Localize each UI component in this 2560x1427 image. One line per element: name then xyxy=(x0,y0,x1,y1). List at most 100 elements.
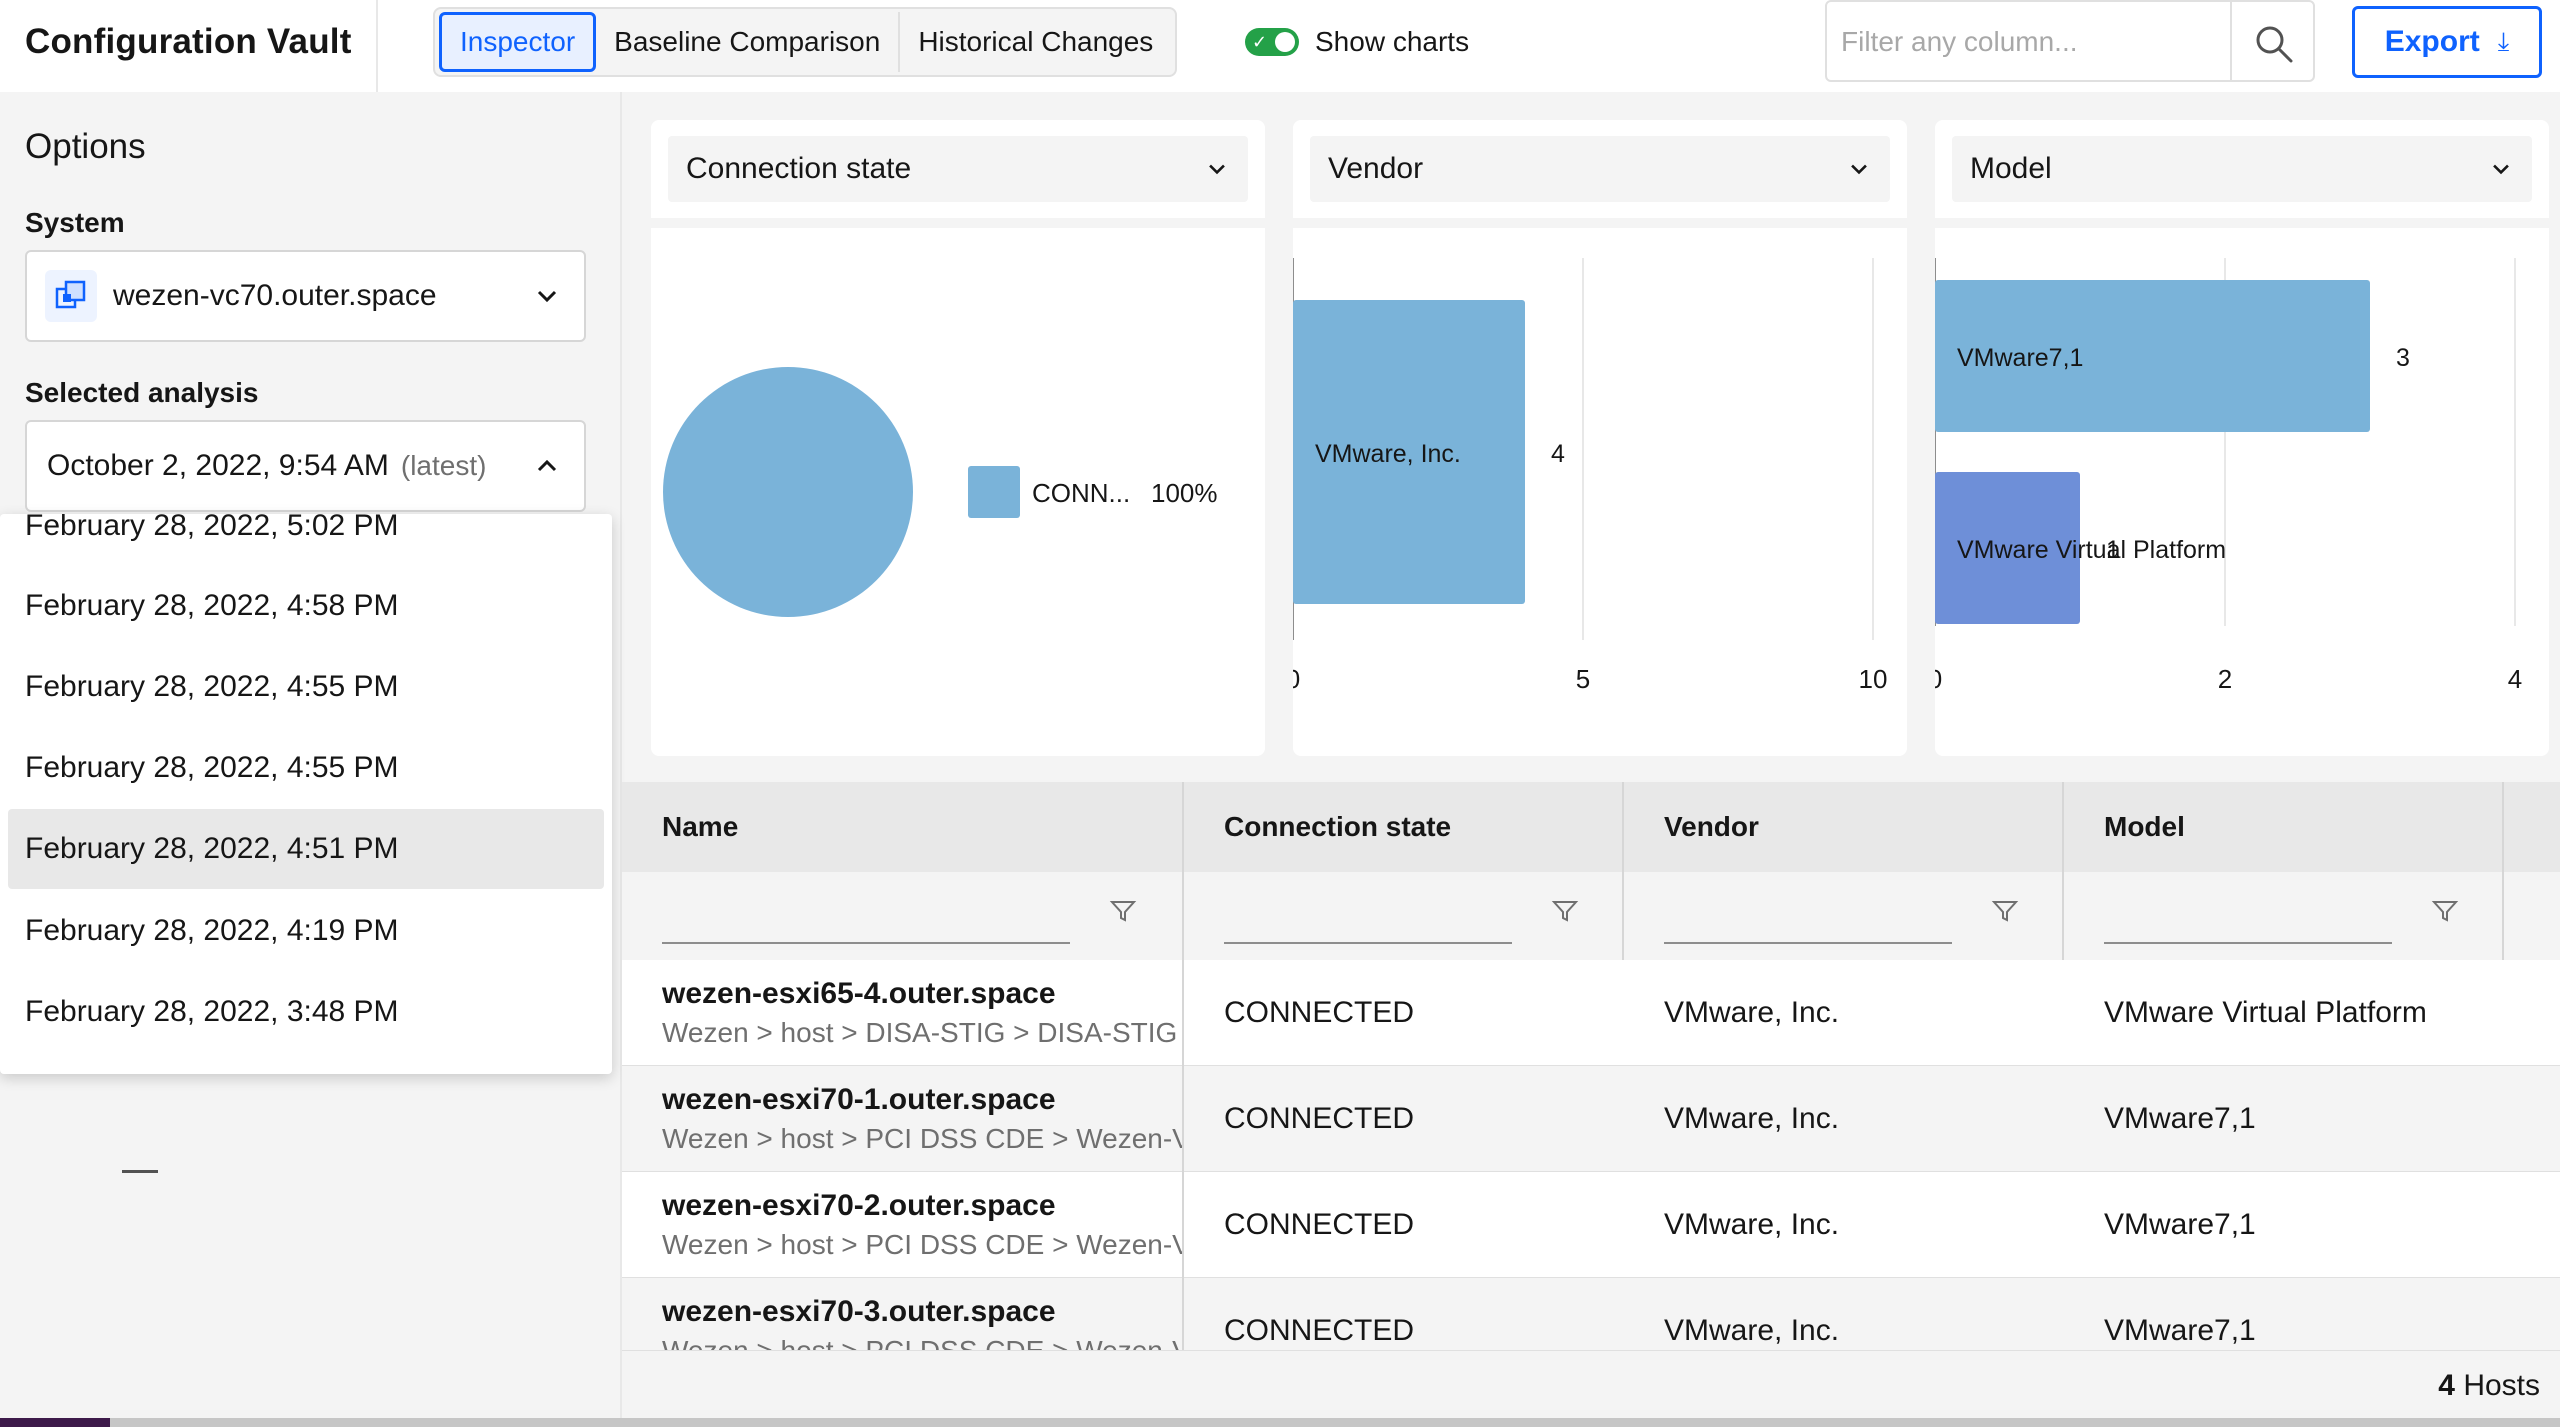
legend-value: 100% xyxy=(1151,478,1218,508)
analysis-select[interactable]: October 2, 2022, 9:54 AM (latest) xyxy=(25,420,586,512)
system-value: wezen-vc70.outer.space xyxy=(113,279,437,312)
chevron-down-icon xyxy=(537,290,557,303)
vendor-filter-cell[interactable] xyxy=(1624,872,2064,960)
table-row[interactable]: wezen-esxi65-4.outer.space Wezen > host … xyxy=(622,960,2560,1066)
tab-historical-changes[interactable]: Historical Changes xyxy=(918,26,1154,57)
analysis-value: October 2, 2022, 9:54 AM xyxy=(47,449,389,482)
analysis-option[interactable]: February 28, 2022, 4:19 PM xyxy=(25,914,399,947)
app-title: Configuration Vault xyxy=(25,22,352,61)
hosts-table: Name Connection state Vendor Model wezen… xyxy=(622,782,2560,1427)
filter-icon[interactable] xyxy=(2430,896,2460,926)
pie-slice xyxy=(663,367,913,617)
x-tick-label: 4 xyxy=(2508,664,2522,694)
column-header-name[interactable]: Name xyxy=(622,782,1184,872)
column-header-connection-state[interactable]: Connection state xyxy=(1184,782,1624,872)
app-header: Configuration Vault Inspector Baseline C… xyxy=(0,0,2560,92)
bar-value-label: 1 xyxy=(2106,536,2120,564)
x-tick-label: 0 xyxy=(1935,664,1942,694)
chevron-down-icon xyxy=(1209,164,1225,175)
bar-value-label: 4 xyxy=(1551,440,1565,468)
bar-category-label: VMware7,1 xyxy=(1957,344,2083,372)
host-name[interactable]: wezen-esxi70-3.outer.space xyxy=(662,1295,1056,1328)
analysis-option[interactable]: February 28, 2022, 5:02 PM xyxy=(25,514,399,542)
analysis-dropdown-menu: February 28, 2022, 5:02 PM February 28, … xyxy=(0,514,612,1074)
analysis-option[interactable]: February 28, 2022, 3:48 PM xyxy=(25,995,399,1028)
analysis-option-highlighted[interactable]: February 28, 2022, 4:51 PM xyxy=(8,809,604,889)
x-tick-label: 5 xyxy=(1576,664,1590,694)
host-name[interactable]: wezen-esxi70-1.outer.space xyxy=(662,1083,1056,1116)
table-header: Name Connection state Vendor Model xyxy=(622,782,2560,872)
host-path: Wezen > host > DISA-STIG > DISA-STIG xyxy=(662,1017,1178,1048)
checkmark-icon: ✓ xyxy=(1252,32,1268,52)
model-cell: VMware7,1 xyxy=(2104,1208,2256,1241)
vendor-cell: VMware, Inc. xyxy=(1664,1314,1840,1347)
view-tabs: Inspector Baseline Comparison Historical… xyxy=(433,7,1178,77)
filter-input[interactable] xyxy=(1841,20,2221,64)
analysis-option[interactable]: February 28, 2022, 4:55 PM xyxy=(25,751,399,784)
chart-field-select-connection-state[interactable]: Connection state xyxy=(668,136,1248,202)
connection-state-cell: CONNECTED xyxy=(1224,1208,1415,1241)
filter-underline xyxy=(1664,942,1952,944)
host-name[interactable]: wezen-esxi65-4.outer.space xyxy=(662,977,1056,1010)
host-path: Wezen > host > PCI DSS CDE > Wezen-VS xyxy=(662,1229,1184,1260)
export-button[interactable]: Export ⤓ xyxy=(2352,6,2542,78)
vcenter-icon xyxy=(45,270,97,322)
export-label: Export xyxy=(2384,25,2480,58)
x-tick-label: 10 xyxy=(1859,664,1888,694)
analysis-option[interactable]: February 28, 2022, 4:55 PM xyxy=(25,670,399,703)
column-header-vendor[interactable]: Vendor xyxy=(1624,782,2064,872)
options-title: Options xyxy=(25,127,146,166)
toggle-knob xyxy=(1275,32,1295,52)
model-cell: VMware Virtual Platform xyxy=(2104,996,2427,1029)
analysis-option[interactable]: February 28, 2022, 4:58 PM xyxy=(25,589,399,622)
chart-field-label: Model xyxy=(1970,152,2052,185)
model-filter-cell[interactable] xyxy=(2064,872,2504,960)
chart-field-select-model[interactable]: Model xyxy=(1952,136,2532,202)
bar-category-label: VMware, Inc. xyxy=(1315,440,1461,468)
vendor-cell: VMware, Inc. xyxy=(1664,1102,1840,1135)
table-row[interactable]: wezen-esxi70-2.outer.space Wezen > host … xyxy=(622,1172,2560,1278)
filter-separator xyxy=(2230,2,2232,80)
analysis-value-wrap: October 2, 2022, 9:54 AM (latest) xyxy=(47,449,532,483)
chart-field-select-vendor[interactable]: Vendor xyxy=(1310,136,1890,202)
table-row[interactable]: wezen-esxi70-1.outer.space Wezen > host … xyxy=(622,1066,2560,1172)
host-name[interactable]: wezen-esxi70-2.outer.space xyxy=(662,1189,1056,1222)
bar xyxy=(1935,280,2370,432)
legend-swatch xyxy=(968,466,1020,518)
show-charts-label: Show charts xyxy=(1315,26,1470,57)
filter-icon[interactable] xyxy=(1108,896,1138,926)
search-icon[interactable] xyxy=(2252,22,2296,66)
column-filter-row xyxy=(622,872,2560,960)
filter-underline xyxy=(2104,942,2392,944)
bottom-scrollbar[interactable] xyxy=(0,1418,2560,1427)
model-cell: VMware7,1 xyxy=(2104,1102,2256,1135)
legend-label: CONN... xyxy=(1032,478,1130,508)
host-cell: wezen-esxi65-4.outer.space Wezen > host … xyxy=(622,960,1184,1066)
filter-icon[interactable] xyxy=(1990,896,2020,926)
tab-baseline-comparison[interactable]: Baseline Comparison xyxy=(596,12,901,72)
tab-inspector[interactable]: Inspector xyxy=(439,12,597,72)
column-header-model[interactable]: Model xyxy=(2064,782,2504,872)
name-filter-cell[interactable] xyxy=(622,872,1184,960)
connection-state-chart: CONN... 100% xyxy=(651,228,1265,756)
chart-field-label: Vendor xyxy=(1328,152,1424,185)
chevron-down-icon xyxy=(2493,164,2509,175)
hosts-count-number: 4 xyxy=(2438,1369,2455,1402)
vendor-cell: VMware, Inc. xyxy=(1664,1208,1840,1241)
show-charts-toggle[interactable]: ✓ xyxy=(1245,28,1299,56)
model-cell: VMware7,1 xyxy=(2104,1314,2256,1347)
analysis-label: Selected analysis xyxy=(25,377,259,408)
bar-value-label: 3 xyxy=(2396,344,2410,372)
connection-state-cell: CONNECTED xyxy=(1224,1102,1415,1135)
system-label: System xyxy=(25,207,125,238)
table-footer: 4 Hosts xyxy=(622,1350,2560,1427)
chart-card-header-model: Model xyxy=(1935,120,2549,218)
connection-state-filter-cell[interactable] xyxy=(1184,872,1624,960)
filter-icon[interactable] xyxy=(1550,896,1580,926)
system-select[interactable]: wezen-vc70.outer.space xyxy=(25,250,586,342)
host-cell: wezen-esxi70-2.outer.space Wezen > host … xyxy=(622,1172,1184,1278)
taskbar-accent xyxy=(0,1418,110,1427)
pie-chart-svg: CONN... 100% xyxy=(663,367,1218,617)
bar-category-label: VMware Virtual Platform xyxy=(1957,536,2226,564)
